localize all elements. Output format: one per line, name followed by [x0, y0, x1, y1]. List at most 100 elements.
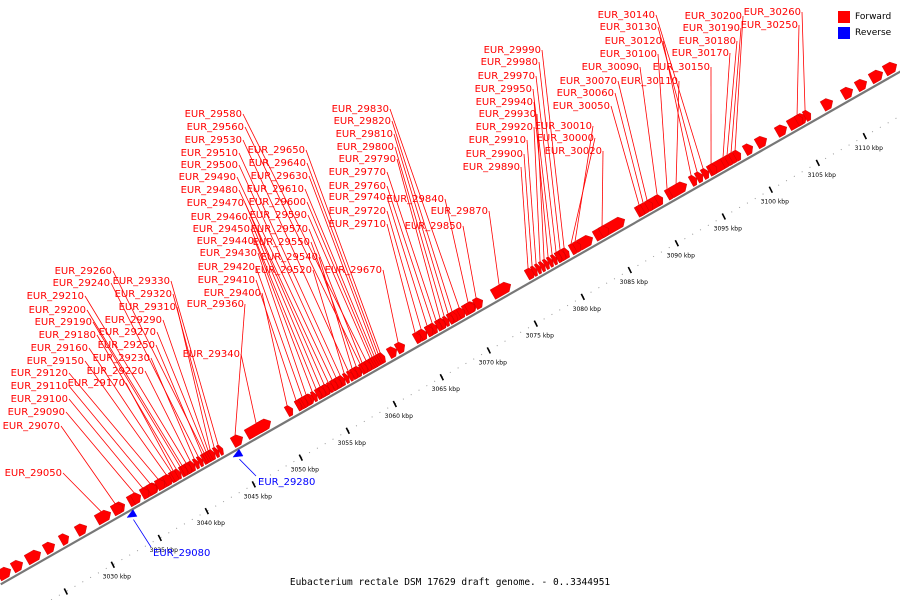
gene-label: EUR_29760	[329, 181, 386, 192]
gene-label: EUR_29270	[99, 327, 156, 338]
leader-line	[92, 321, 181, 467]
leader-line	[96, 334, 177, 470]
gene-label: EUR_29080	[153, 548, 210, 559]
genome-caption: Eubacterium rectale DSM 17629 draft geno…	[289, 577, 611, 588]
legend-reverse-label: Reverse	[855, 28, 892, 38]
gene-label: EUR_29650	[248, 145, 305, 156]
gene-arrow	[73, 523, 88, 537]
gene-eur-29900	[529, 265, 538, 277]
leader-line	[394, 146, 445, 317]
gene-label: EUR_29180	[39, 330, 96, 341]
gene-arrow	[0, 566, 12, 582]
gene-label: EUR_29320	[115, 289, 172, 300]
gene-label: EUR_29480	[181, 185, 238, 196]
leader-line	[68, 385, 151, 484]
gene-eur-29850	[471, 297, 484, 310]
leader-line	[614, 92, 644, 203]
gene-eur-29550	[353, 365, 362, 378]
gene-label: EUR_30150	[653, 62, 710, 73]
gene-eur-29910	[533, 263, 542, 275]
leader-line	[796, 24, 800, 115]
gene-label: EUR_29590	[250, 210, 307, 221]
gene-label: EUR_29290	[105, 315, 162, 326]
leader-line	[617, 80, 648, 201]
leader-line	[255, 266, 303, 398]
leader-line	[308, 228, 363, 363]
gene-eur-29090	[129, 492, 142, 505]
gene-label: EUR_29720	[329, 206, 386, 217]
gene-eur-29210	[183, 462, 192, 475]
gene-eur-29970	[553, 251, 562, 264]
gene-label: EUR_29280	[258, 477, 315, 488]
gene-label: EUR_30140	[598, 10, 655, 21]
scale-tick	[63, 588, 69, 595]
gene-eur-29840	[463, 301, 476, 315]
leader-line	[535, 75, 557, 253]
gene-label: EUR_30050	[553, 101, 610, 112]
gene-eur-29070	[109, 502, 124, 517]
leader-line	[172, 293, 215, 448]
gene-eur-29310	[207, 449, 216, 461]
leader-line	[382, 269, 399, 343]
gene-label: EUR_29980	[481, 57, 538, 68]
leader-line	[304, 188, 375, 357]
scale-tick	[345, 427, 351, 435]
gene-label: EUR_30010	[535, 121, 592, 132]
gene-eur-29800	[441, 315, 450, 328]
leader-line	[523, 153, 533, 266]
legend: Forward Reverse	[838, 9, 891, 41]
leader-line	[639, 66, 658, 195]
leader-line	[248, 216, 321, 387]
gene-eur-30070	[643, 199, 653, 212]
gene-eur-29480	[325, 381, 334, 394]
gene-label: EUR_29450	[193, 224, 250, 235]
gene-eur-30250	[793, 114, 803, 127]
leader-line	[391, 120, 453, 312]
gene-label: EUR_30190	[683, 23, 740, 34]
legend-reverse: Reverse	[838, 25, 891, 41]
gene-label: EUR_29830	[332, 104, 389, 115]
leader-line	[532, 88, 553, 255]
gene-eur-29790	[437, 317, 446, 330]
scale-tick-label: 3055 kbp	[338, 440, 366, 447]
gene-label: EUR_29930	[479, 109, 536, 120]
gene-label: EUR_29790	[339, 154, 396, 165]
gene-label: EUR_29670	[325, 265, 382, 276]
gene-label: EUR_29440	[197, 236, 254, 247]
scale-tick	[580, 293, 586, 301]
scale-tick	[486, 347, 492, 354]
gene-label: EUR_29940	[476, 97, 533, 108]
leader-line	[239, 458, 257, 477]
gene-eur-30120	[687, 174, 697, 187]
gene-label: EUR_29530	[185, 135, 242, 146]
leader-line	[68, 372, 159, 480]
leader-line	[110, 282, 199, 457]
legend-forward: Forward	[838, 9, 891, 25]
scale-tick-label: 3065 kbp	[432, 386, 460, 393]
gene-eur-29740	[423, 325, 433, 338]
gene-label: EUR_29460	[191, 212, 248, 223]
leader-line	[238, 164, 337, 378]
gene-eur-29430	[303, 394, 312, 406]
gene-eur-29940	[545, 256, 554, 268]
leader-line	[526, 139, 537, 264]
leader-line	[520, 166, 529, 269]
gene-eur-29500	[333, 377, 342, 389]
leader-line	[538, 61, 561, 250]
gene-label: EUR_29220	[87, 366, 144, 377]
leader-line	[610, 105, 640, 206]
gene-label: EUR_29710	[329, 219, 386, 230]
gene-eur-29520	[341, 372, 350, 385]
gene-label: EUR_29430	[200, 248, 257, 259]
gene-eur-29540	[349, 368, 358, 380]
leader-line	[726, 40, 738, 155]
gene-label: EUR_29800	[337, 142, 394, 153]
scale-tick	[815, 159, 821, 167]
gene-eur-29420	[299, 396, 308, 408]
scale-tick	[298, 454, 304, 461]
gene-eur-29450	[313, 388, 322, 400]
gene-eur-29340	[243, 418, 272, 440]
gene-arrow	[741, 143, 754, 157]
